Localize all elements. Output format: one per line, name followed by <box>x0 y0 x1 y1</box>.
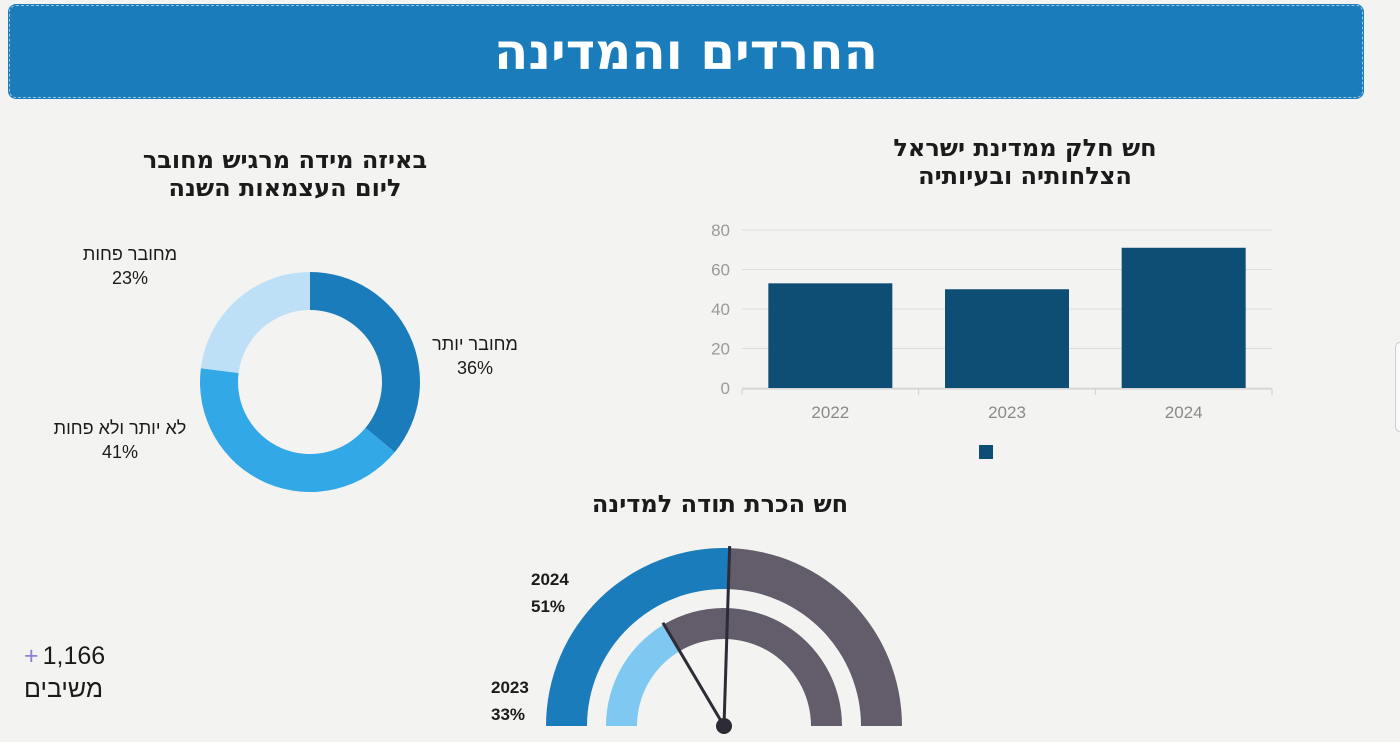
donut-label-more-text: מחובר יותר <box>432 334 518 354</box>
bar-chart: 0 20 40 60 80 2022 2023 2024 <box>711 221 1273 459</box>
donut-slice-1 <box>200 368 395 492</box>
y-tick-label-0: 0 <box>721 379 730 398</box>
gauge-needle-2023 <box>661 621 726 727</box>
gauge-chart-title: חש הכרת תודה למדינה <box>591 490 849 518</box>
plus-icon: + <box>24 642 39 670</box>
gauge-label-2023: 2023 33% <box>491 674 529 728</box>
bar-2024 <box>1121 247 1246 388</box>
donut-chart-title: באיזה מידה מרגיש מחובר ליום העצמאות השנה <box>142 146 428 202</box>
donut-slice-0 <box>310 272 420 453</box>
page-title: החרדים והמדינה <box>494 22 878 81</box>
page-header: החרדים והמדינה <box>8 4 1364 99</box>
gauge-label-2024-year: 2024 <box>531 570 569 589</box>
donut-label-less-pct: 23% <box>111 268 149 288</box>
gauge-track-2023 <box>663 608 842 726</box>
gauge-track-2024 <box>728 548 902 726</box>
donut-label-less: מחובר פחות 23% <box>60 242 200 290</box>
gauge-needle-2024 <box>722 546 732 727</box>
gauge-label-2023-year: 2023 <box>491 678 529 697</box>
donut-label-neutral-text: לא יותר ולא פחות <box>53 418 187 438</box>
y-tick-label-2: 40 <box>711 300 730 319</box>
donut-label-less-text: מחובר פחות <box>82 244 178 264</box>
gauge-label-2024-pct: 51% <box>531 597 566 616</box>
gauge-label-2024: 2024 51% <box>531 566 569 620</box>
respondents-number: 1,166 <box>42 642 106 670</box>
donut-label-neutral: לא יותר ולא פחות 41% <box>40 416 200 464</box>
x-tick-label-2024: 2024 <box>1165 403 1203 422</box>
respondents-label: משיבים <box>24 675 104 703</box>
donut-slice-2 <box>200 272 310 373</box>
y-tick-label-4: 80 <box>711 221 730 240</box>
donut-label-more-pct: 36% <box>456 358 494 378</box>
donut-label-neutral-pct: 41% <box>101 442 139 462</box>
gauge-fill-2023 <box>606 624 680 726</box>
respondents-count: +1,166 משיבים <box>24 642 105 704</box>
x-tick-label-2022: 2022 <box>811 403 849 422</box>
y-tick-label-1: 20 <box>711 340 730 359</box>
x-tick-label-2023: 2023 <box>988 403 1026 422</box>
bar-2023 <box>945 289 1069 388</box>
donut-label-more: מחובר יותר 36% <box>410 332 540 380</box>
bar-chart-title: חש חלק ממדינת ישראל הצלחותיה ובעיותיה <box>893 134 1157 190</box>
gauge-label-2023-pct: 33% <box>491 705 526 724</box>
gauge-fill-2024 <box>546 548 730 726</box>
y-tick-label-3: 60 <box>711 261 730 280</box>
donut-chart <box>200 272 420 492</box>
legend-swatch <box>979 445 993 459</box>
side-tab-handle[interactable] <box>1395 342 1400 432</box>
bar-2022 <box>768 283 893 388</box>
gauge-pivot <box>716 718 732 734</box>
gauge-chart <box>546 546 902 734</box>
